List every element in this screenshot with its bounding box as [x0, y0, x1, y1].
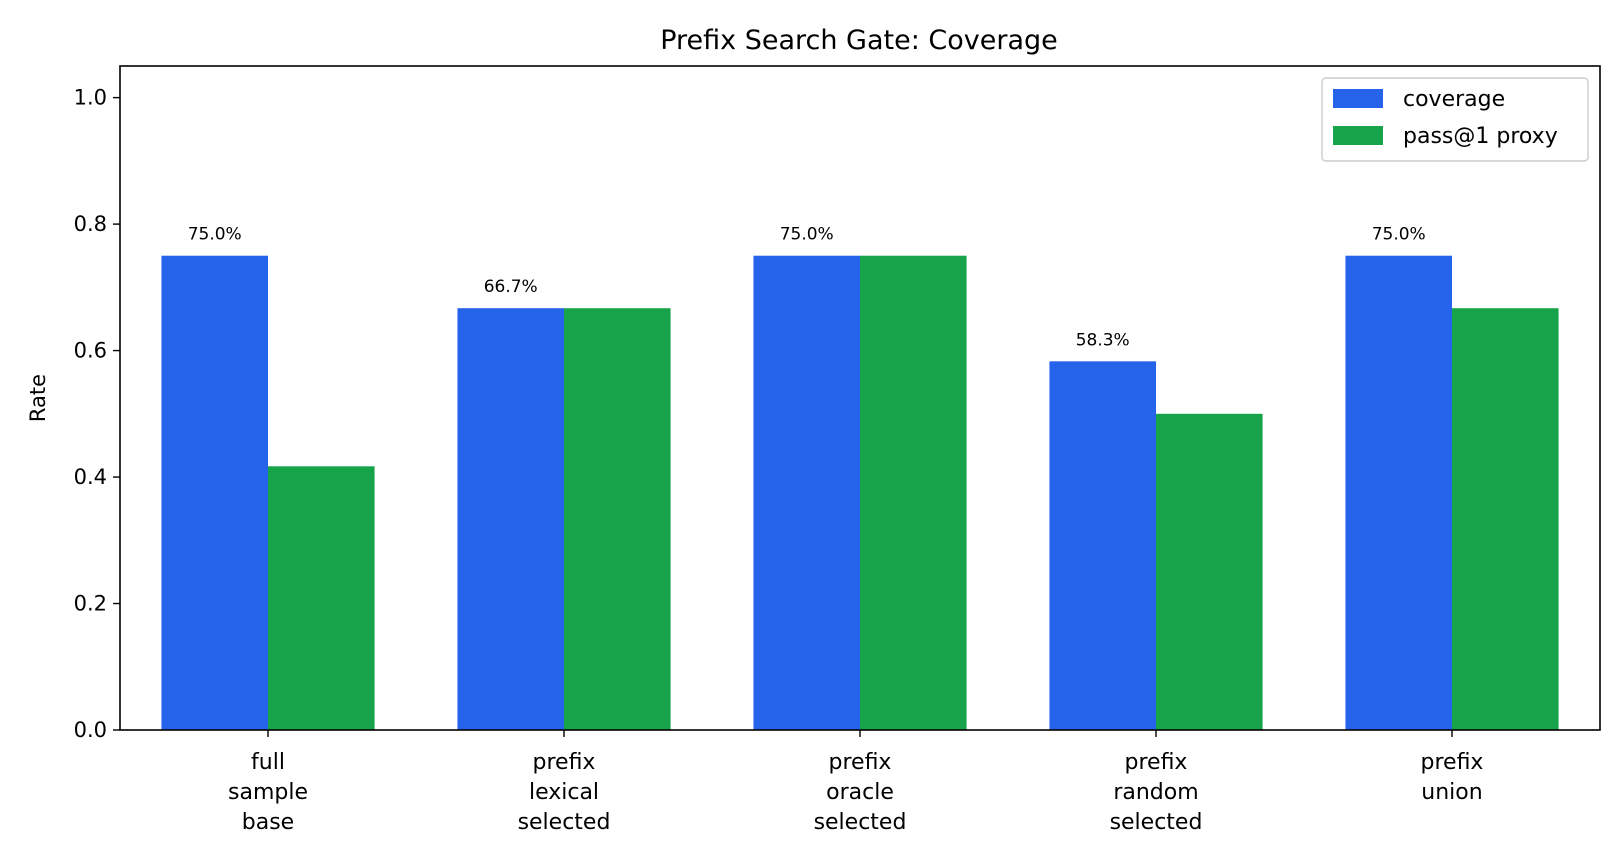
legend-label-coverage: coverage: [1403, 87, 1505, 112]
y-axis: 0.0 0.2 0.4 0.6 0.8 1.0: [74, 86, 120, 742]
y-tick-label-4: 0.8: [74, 212, 107, 236]
y-axis-label: Rate: [26, 374, 50, 422]
x-tick-label-2: prefix oracle selected: [814, 750, 907, 835]
legend-label-pass-at-1-proxy: pass@1 proxy: [1403, 124, 1558, 149]
x-tick-label-1: prefix lexical selected: [518, 750, 611, 835]
bars-group: [161, 255, 1559, 730]
y-tick-label-2: 0.4: [74, 465, 107, 489]
y-tick-label-3: 0.6: [74, 339, 107, 363]
y-tick-label-1: 0.2: [74, 592, 107, 616]
bar-pass-at-1-proxy-2: [860, 255, 967, 730]
data-label-2: 75.0%: [780, 225, 834, 245]
bar-coverage-4: [1345, 255, 1452, 730]
bar-coverage-3: [1049, 361, 1156, 730]
x-tick-label-4: prefix union: [1421, 750, 1484, 805]
bar-coverage-0: [161, 255, 268, 730]
data-label-1: 66.7%: [484, 277, 538, 297]
y-tick-label-0: 0.0: [74, 718, 107, 742]
bar-pass-at-1-proxy-0: [268, 466, 375, 730]
bar-coverage-1: [457, 308, 564, 730]
data-label-0: 75.0%: [188, 225, 242, 245]
data-labels-group: 75.0% 66.7% 75.0% 58.3% 75.0%: [188, 225, 1426, 351]
x-tick-label-0: full sample base: [228, 750, 308, 835]
legend: coverage pass@1 proxy: [1321, 77, 1589, 162]
bar-pass-at-1-proxy-3: [1156, 413, 1263, 730]
data-label-4: 75.0%: [1372, 225, 1426, 245]
legend-swatch-pass-at-1-proxy: [1333, 126, 1383, 145]
bar-pass-at-1-proxy-4: [1452, 308, 1559, 730]
data-label-3: 58.3%: [1076, 330, 1130, 350]
bar-pass-at-1-proxy-1: [564, 308, 671, 730]
x-axis: full sample base prefix lexical selected prefi…: [228, 730, 1483, 835]
legend-box: [1321, 77, 1589, 162]
bar-coverage-2: [753, 255, 860, 730]
legend-swatch-coverage: [1333, 89, 1383, 108]
y-tick-label-5: 1.0: [74, 86, 107, 110]
chart-title: Prefix Search Gate: Coverage: [660, 25, 1058, 56]
x-tick-label-3: prefix random selected: [1110, 750, 1203, 835]
